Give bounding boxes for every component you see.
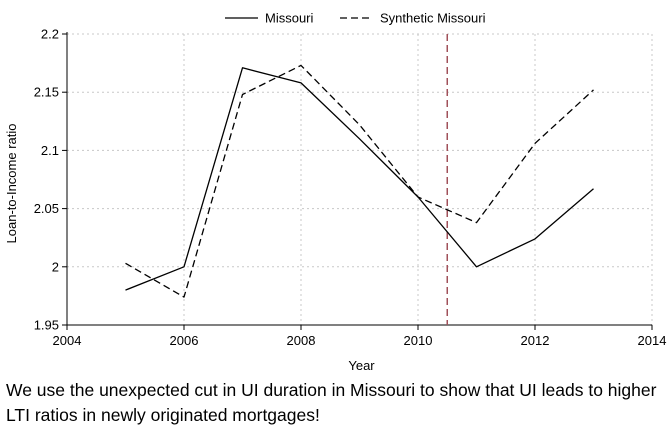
legend-label-synthetic-missouri: Synthetic Missouri (380, 11, 486, 26)
y-tick-label: 2.2 (41, 27, 59, 42)
y-tick-label: 2.05 (34, 201, 59, 216)
legend-label-missouri: Missouri (265, 11, 314, 26)
series-line-missouri (125, 67, 594, 291)
x-tick-label: 2006 (170, 333, 199, 348)
x-tick-label: 2008 (287, 333, 316, 348)
axis-layer: 1.95 2 2.05 2.1 2.15 2.2 2004 2006 2008 2010 2012 2… (34, 27, 667, 349)
line-chart: 1.95 2 2.05 2.1 2.15 2.2 2004 2006 2008 2010 2012 2… (4, 11, 667, 374)
caption-text: We use the unexpected cut in UI duration… (6, 380, 657, 425)
y-tick-label: 1.95 (34, 318, 59, 333)
y-tick-label: 2.1 (41, 143, 59, 158)
x-tick-label: 2014 (638, 333, 667, 348)
grid-layer (66, 33, 653, 326)
y-axis-title: Loan-to-Income ratio (4, 124, 19, 244)
x-tick-label: 2012 (521, 333, 550, 348)
series-layer (125, 64, 594, 298)
x-tick-label: 2004 (53, 333, 82, 348)
y-tick-label: 2.15 (34, 85, 59, 100)
series-line-synthetic-missouri (125, 64, 594, 298)
legend: Missouri Synthetic Missouri (225, 11, 486, 26)
x-tick-label: 2010 (404, 333, 433, 348)
x-axis-title: Year (348, 358, 375, 373)
y-tick-label: 2 (52, 259, 59, 274)
